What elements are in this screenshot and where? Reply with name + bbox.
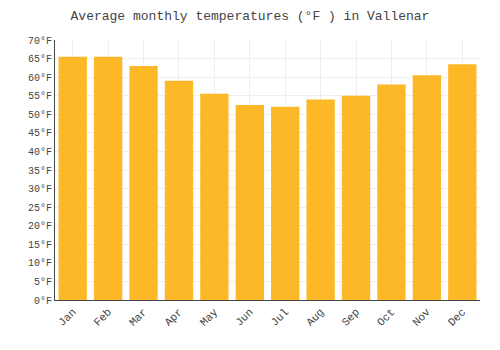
svg-text:Dec: Dec [446,306,468,328]
svg-text:May: May [198,306,221,329]
svg-text:0°F: 0°F [34,296,52,307]
svg-text:15°F: 15°F [28,240,52,251]
svg-text:50°F: 50°F [28,110,52,121]
svg-text:65°F: 65°F [28,54,52,65]
svg-text:Apr: Apr [162,306,184,328]
svg-text:25°F: 25°F [28,203,52,214]
svg-text:Jan: Jan [56,306,78,328]
svg-text:20°F: 20°F [28,221,52,232]
svg-text:5°F: 5°F [34,277,52,288]
svg-text:60°F: 60°F [28,73,52,84]
svg-text:40°F: 40°F [28,147,52,158]
svg-text:Oct: Oct [375,306,397,328]
svg-text:10°F: 10°F [28,258,52,269]
svg-text:Mar: Mar [127,306,149,328]
svg-text:Average monthly temperatures (: Average monthly temperatures (°F ) in Va… [71,9,430,24]
svg-text:Nov: Nov [410,306,433,329]
svg-text:70°F: 70°F [28,36,52,47]
svg-text:35°F: 35°F [28,166,52,177]
svg-text:Sep: Sep [340,306,362,328]
svg-text:30°F: 30°F [28,184,52,195]
svg-text:Jun: Jun [233,306,255,328]
svg-text:45°F: 45°F [28,128,52,139]
svg-text:Aug: Aug [304,306,326,328]
svg-text:Jul: Jul [269,306,291,328]
svg-text:55°F: 55°F [28,91,52,102]
svg-text:Feb: Feb [92,306,114,328]
